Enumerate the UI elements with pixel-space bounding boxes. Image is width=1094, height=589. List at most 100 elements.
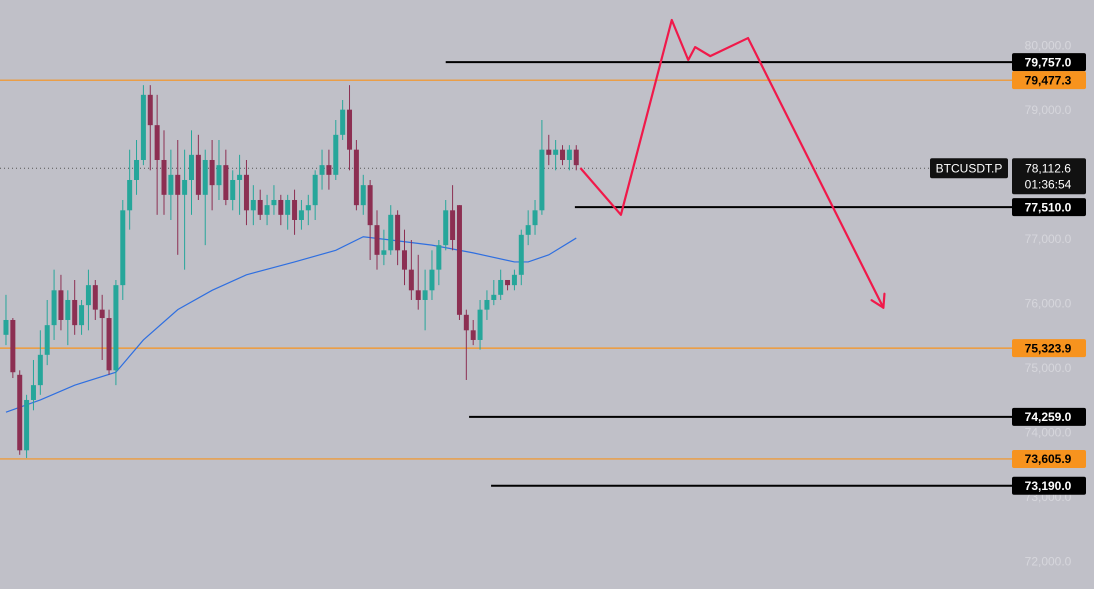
candle-body: [436, 245, 442, 270]
candle-body: [202, 159, 208, 195]
candle-body: [37, 354, 43, 386]
candle-body: [374, 225, 380, 255]
level-label: 74,259.0: [1025, 410, 1072, 424]
candle-body: [573, 149, 579, 166]
candle-body: [422, 290, 428, 300]
candle-body: [477, 309, 483, 340]
y-tick-label: 74,000.0: [1025, 426, 1072, 440]
projection-line: [579, 18, 885, 309]
candle-body: [147, 94, 153, 126]
candle-body: [106, 318, 112, 371]
level-label: 79,757.0: [1025, 55, 1072, 69]
candle-body: [546, 149, 552, 155]
candle-body: [10, 319, 16, 373]
candle-body: [401, 250, 407, 270]
y-tick-label: 77,000.0: [1025, 232, 1072, 246]
candle-body: [17, 374, 23, 451]
candle-body: [182, 179, 188, 195]
candle-body: [120, 210, 126, 286]
y-tick-label: 72,000.0: [1025, 555, 1072, 569]
level-label-box: [1012, 449, 1086, 468]
candle-body: [415, 290, 421, 300]
y-tick-label: 79,000.0: [1025, 103, 1072, 117]
candle-body: [518, 234, 524, 275]
candle-body: [195, 154, 201, 195]
candle-body: [161, 159, 167, 195]
candle-body: [367, 185, 373, 226]
last-price-box: [1012, 158, 1086, 195]
symbol-label: BTCUSDT.P: [936, 161, 1003, 175]
candle-body: [353, 149, 359, 206]
candle-body: [511, 274, 517, 286]
level-label-box: [1012, 53, 1086, 72]
candle-body: [134, 159, 140, 180]
candle-body: [470, 330, 476, 340]
candle-body: [140, 94, 146, 160]
countdown-label: 01:36:54: [1025, 177, 1072, 191]
candle-body: [24, 399, 30, 451]
candle-body: [209, 159, 215, 186]
candle-body: [333, 134, 339, 175]
level-label: 75,323.9: [1025, 341, 1072, 355]
candle-body: [278, 199, 284, 215]
candle-body: [79, 305, 85, 326]
candle-body: [30, 385, 36, 400]
candle-body: [250, 199, 256, 211]
candle-body: [271, 199, 277, 206]
candle-body: [539, 149, 545, 211]
level-label: 79,477.3: [1025, 73, 1072, 87]
candle-body: [58, 290, 64, 320]
candle-body: [292, 199, 298, 220]
candle-body: [566, 149, 572, 160]
candle-body: [505, 279, 511, 286]
level-label: 77,510.0: [1025, 200, 1072, 214]
candle-body: [360, 185, 366, 206]
level-label-box: [1012, 71, 1086, 90]
arrow-head: [870, 299, 885, 309]
candle-body: [216, 165, 222, 186]
candle-body: [525, 225, 531, 235]
level-label: 73,605.9: [1025, 452, 1072, 466]
level-label-box: [1012, 339, 1086, 358]
candle-body: [450, 210, 456, 240]
candle-body: [443, 210, 449, 246]
moving-average: [5, 236, 577, 413]
last-price-label: 78,112.6: [1025, 161, 1071, 175]
candle-body: [168, 174, 174, 195]
level-label-box: [1012, 407, 1086, 426]
candle-body: [264, 205, 270, 215]
candle-body: [395, 214, 401, 251]
candle-body: [44, 325, 50, 355]
candle-body: [429, 269, 435, 291]
candle-body: [285, 199, 291, 215]
candle-body: [85, 285, 91, 306]
candle-body: [312, 174, 318, 206]
y-tick-label: 76,000.0: [1025, 297, 1072, 311]
candle-body: [326, 165, 332, 175]
candle-body: [532, 210, 538, 226]
candle-body: [553, 149, 559, 155]
candle-body: [388, 214, 394, 251]
level-label: 73,190.0: [1025, 479, 1072, 493]
candle-body: [347, 109, 353, 150]
candle-body: [99, 309, 105, 319]
symbol-box: [930, 158, 1008, 179]
candle-body: [72, 299, 78, 326]
candle-body: [92, 285, 98, 310]
arrow-head: [882, 292, 886, 309]
candle-body: [484, 299, 490, 310]
candle-body: [237, 174, 243, 180]
candle-body: [498, 279, 504, 295]
candle-body: [113, 285, 119, 371]
candle-body: [154, 125, 160, 160]
candle-body: [463, 314, 469, 331]
candle-body: [188, 154, 194, 180]
candle-body: [340, 109, 346, 135]
candle-body: [408, 269, 414, 291]
candle-body: [257, 199, 263, 215]
candle-body: [65, 299, 71, 320]
candle-body: [175, 174, 181, 195]
candle-body: [381, 250, 387, 255]
candle-body: [230, 179, 236, 200]
